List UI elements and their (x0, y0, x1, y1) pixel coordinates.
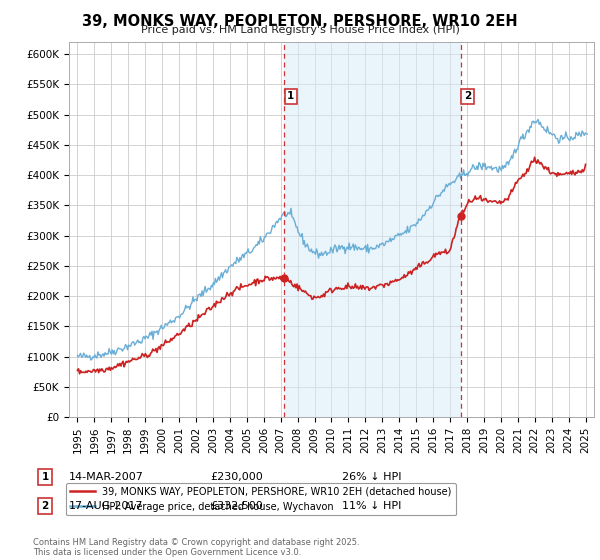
Text: 2: 2 (464, 91, 471, 101)
Legend: 39, MONKS WAY, PEOPLETON, PERSHORE, WR10 2EH (detached house), HPI: Average pric: 39, MONKS WAY, PEOPLETON, PERSHORE, WR10… (67, 483, 455, 516)
Text: 26% ↓ HPI: 26% ↓ HPI (342, 472, 401, 482)
Text: 14-MAR-2007: 14-MAR-2007 (69, 472, 144, 482)
Text: 39, MONKS WAY, PEOPLETON, PERSHORE, WR10 2EH: 39, MONKS WAY, PEOPLETON, PERSHORE, WR10… (82, 14, 518, 29)
Text: 2: 2 (41, 501, 49, 511)
Text: 11% ↓ HPI: 11% ↓ HPI (342, 501, 401, 511)
Text: 17-AUG-2017: 17-AUG-2017 (69, 501, 143, 511)
Text: Price paid vs. HM Land Registry's House Price Index (HPI): Price paid vs. HM Land Registry's House … (140, 25, 460, 35)
Bar (284, 42, 461, 417)
Text: £332,500: £332,500 (210, 501, 263, 511)
Text: 1: 1 (41, 472, 49, 482)
Text: £230,000: £230,000 (210, 472, 263, 482)
Text: 1: 1 (287, 91, 295, 101)
Text: Contains HM Land Registry data © Crown copyright and database right 2025.
This d: Contains HM Land Registry data © Crown c… (33, 538, 359, 557)
